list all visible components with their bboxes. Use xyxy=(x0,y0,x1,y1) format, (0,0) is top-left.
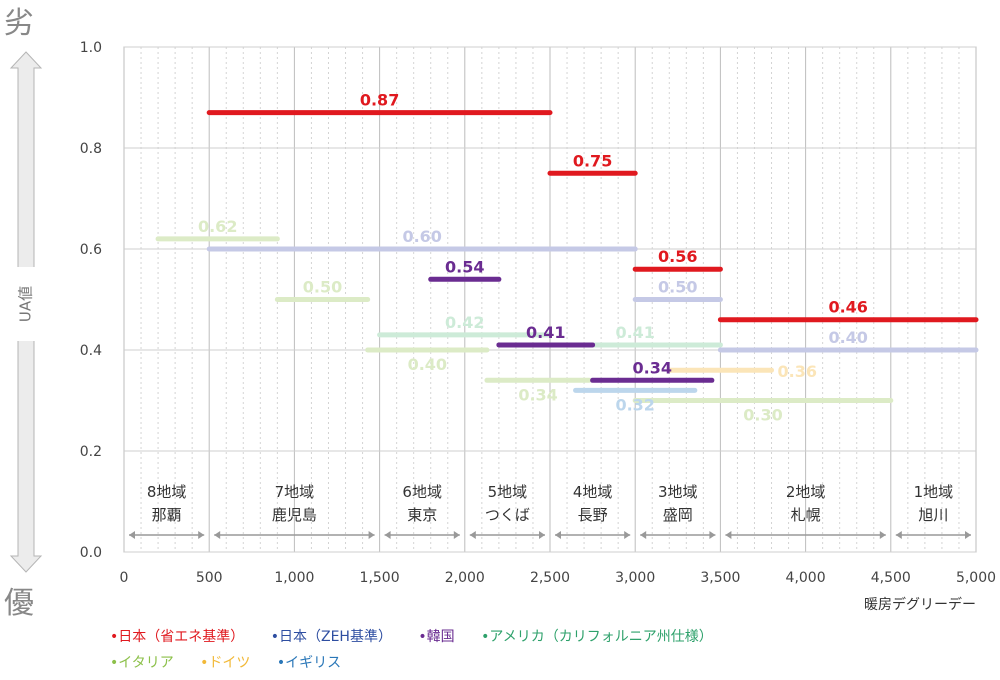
region-label: 3地域 xyxy=(658,483,698,501)
x-axis-label: 暖房デグリーデー xyxy=(864,596,976,613)
legend-label: アメリカ（カリフォルニア州仕様） xyxy=(489,629,713,645)
legend-row-2: •イタリア •ドイツ •イギリス xyxy=(110,652,363,672)
data-label: 0.40 xyxy=(828,328,867,347)
y-label-backdrop xyxy=(14,267,38,341)
region-arrow-head xyxy=(709,531,716,539)
legend-item-germany: •ドイツ xyxy=(200,652,250,672)
region-city: 鹿児島 xyxy=(272,506,317,524)
legend-bullet: • xyxy=(276,655,286,671)
data-label: 0.36 xyxy=(778,362,817,381)
region-label: 7地域 xyxy=(275,483,315,501)
region-label: 4地域 xyxy=(573,483,613,501)
y-tick-label: 0.8 xyxy=(80,141,102,157)
region-arrow-head xyxy=(539,531,545,539)
ua-value-chart: 0.0 0.2 0.4 0.6 0.8 1.0 0 500 1,000 1,500 2,000 2,5… xyxy=(9,40,996,613)
data-label: 0.41 xyxy=(615,323,654,342)
legend-label: イギリス xyxy=(285,655,342,671)
legend-item-uk: •イギリス xyxy=(277,652,341,672)
data-label: 0.62 xyxy=(198,217,237,236)
x-tick-label: 0 xyxy=(120,570,129,586)
region-arrow-head xyxy=(555,531,561,539)
region-arrow-head xyxy=(453,531,460,539)
data-label: 0.87 xyxy=(360,91,399,110)
legend-bullet: • xyxy=(481,629,490,645)
region-arrow-head xyxy=(895,531,902,539)
region-city: 那覇 xyxy=(152,506,182,524)
legend-item-usa: •アメリカ（カリフォルニア州仕様） xyxy=(481,626,713,646)
data-label: 0.42 xyxy=(445,313,484,332)
legend-item-japan-energy: •日本（省エネ基準） xyxy=(110,626,244,646)
region-city: 札幌 xyxy=(791,506,821,524)
data-label: 0.54 xyxy=(445,257,484,276)
region-label: 6地域 xyxy=(402,483,442,501)
legend-bullet: • xyxy=(110,655,119,671)
data-label: 0.75 xyxy=(573,151,612,170)
x-tick-label: 4,500 xyxy=(871,570,911,586)
x-tick-label: 1,500 xyxy=(360,570,400,586)
region-arrow-head xyxy=(624,531,631,539)
region-label: 1地域 xyxy=(914,483,954,501)
x-tick-label: 1,000 xyxy=(274,570,314,586)
region-city: つくば xyxy=(485,506,530,524)
x-tick-label: 3,000 xyxy=(615,570,655,586)
x-tick-label: 3,500 xyxy=(700,570,740,586)
data-label: 0.60 xyxy=(402,227,441,246)
region-city: 盛岡 xyxy=(663,506,693,524)
y-tick-label: 0.6 xyxy=(80,242,102,258)
region-arrow-head xyxy=(214,531,221,539)
x-tick-label: 2,000 xyxy=(445,570,485,586)
x-tick-label: 2,500 xyxy=(530,570,570,586)
legend-item-japan-zeh: •日本（ZEH基準） xyxy=(271,626,392,646)
worse-label: 劣 xyxy=(4,6,34,41)
legend-label: 日本（ZEH基準） xyxy=(278,629,392,645)
legend-label: ドイツ xyxy=(208,655,251,671)
data-label: 0.50 xyxy=(658,278,697,297)
region-arrow-head xyxy=(129,531,135,539)
legend-item-italy: •イタリア xyxy=(110,652,174,672)
x-tick-label: 500 xyxy=(196,570,223,586)
data-label: 0.34 xyxy=(518,385,557,404)
region-arrow-head xyxy=(640,531,647,539)
y-tick-label: 0.0 xyxy=(80,545,102,561)
legend-bullet: • xyxy=(418,629,427,645)
region-arrow-head xyxy=(469,531,476,539)
data-label: 0.34 xyxy=(632,358,671,377)
data-label: 0.56 xyxy=(658,247,697,266)
data-label: 0.40 xyxy=(408,355,447,374)
region-arrow-head xyxy=(725,531,732,539)
legend-bullet: • xyxy=(110,629,119,645)
region-label: 5地域 xyxy=(488,483,528,501)
data-label: 0.32 xyxy=(615,395,654,414)
region-arrow-head xyxy=(879,531,886,539)
legend-label: 日本（省エネ基準） xyxy=(118,629,245,645)
data-label: 0.41 xyxy=(526,323,565,342)
region-city: 旭川 xyxy=(918,506,948,524)
legend-row-1: •日本（省エネ基準） •日本（ZEH基準） •韓国 •アメリカ（カリフォルニア州… xyxy=(110,626,735,646)
region-city: 長野 xyxy=(578,506,608,524)
legend-bullet: • xyxy=(270,629,279,645)
data-label: 0.50 xyxy=(303,278,342,297)
region-arrow-head xyxy=(368,531,375,539)
better-label: 優 xyxy=(4,586,34,621)
x-tick-label: 4,000 xyxy=(786,570,826,586)
region-city: 東京 xyxy=(407,506,437,524)
x-tick-label: 5,000 xyxy=(956,570,996,586)
y-tick-label: 0.2 xyxy=(80,444,102,460)
y-axis-label: UA値 xyxy=(17,286,35,322)
legend-bullet: • xyxy=(200,655,209,671)
data-label: 0.30 xyxy=(743,406,782,425)
region-arrow-head xyxy=(384,531,391,539)
y-tick-label: 1.0 xyxy=(80,40,102,56)
region-label: 8地域 xyxy=(147,483,187,501)
legend-label: イタリア xyxy=(118,655,174,671)
region-arrow-head xyxy=(198,531,205,539)
legend-item-korea: •韓国 xyxy=(418,626,454,646)
y-tick-label: 0.4 xyxy=(80,343,102,359)
data-label: 0.46 xyxy=(828,298,867,317)
region-arrow-head xyxy=(965,531,971,539)
legend-label: 韓国 xyxy=(426,629,455,645)
region-label: 2地域 xyxy=(786,483,826,501)
